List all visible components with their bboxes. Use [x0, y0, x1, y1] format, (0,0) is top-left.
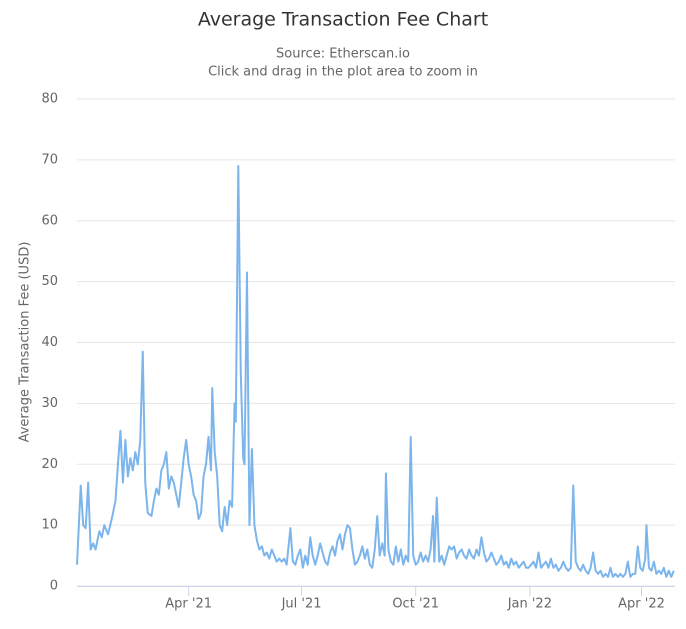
x-tick-label: Jul '21 — [281, 597, 322, 612]
y-tick-label: 20 — [41, 457, 58, 472]
y-tick-label: 70 — [41, 152, 58, 167]
x-tick-label: Apr '22 — [618, 597, 665, 612]
y-axis-title: Average Transaction Fee (USD) — [18, 242, 33, 443]
y-tick-label: 50 — [41, 274, 58, 289]
chart-title: Average Transaction Fee Chart — [198, 9, 488, 31]
chart-subtitle: Click and drag in the plot area to zoom … — [208, 65, 478, 80]
y-tick-label: 60 — [41, 213, 58, 228]
x-tick-label: Apr '21 — [165, 597, 212, 612]
y-tick-label: 80 — [41, 92, 58, 107]
chart-subtitle: Source: Etherscan.io — [276, 47, 410, 62]
y-tick-label: 10 — [41, 518, 58, 533]
data-line — [76, 164, 675, 578]
y-tick-label: 30 — [41, 396, 58, 411]
x-tick-label: Jan '22 — [507, 597, 552, 612]
y-tick-label: 40 — [41, 335, 58, 350]
x-tick-label: Oct '21 — [392, 597, 439, 612]
y-tick-label: 0 — [50, 579, 58, 594]
